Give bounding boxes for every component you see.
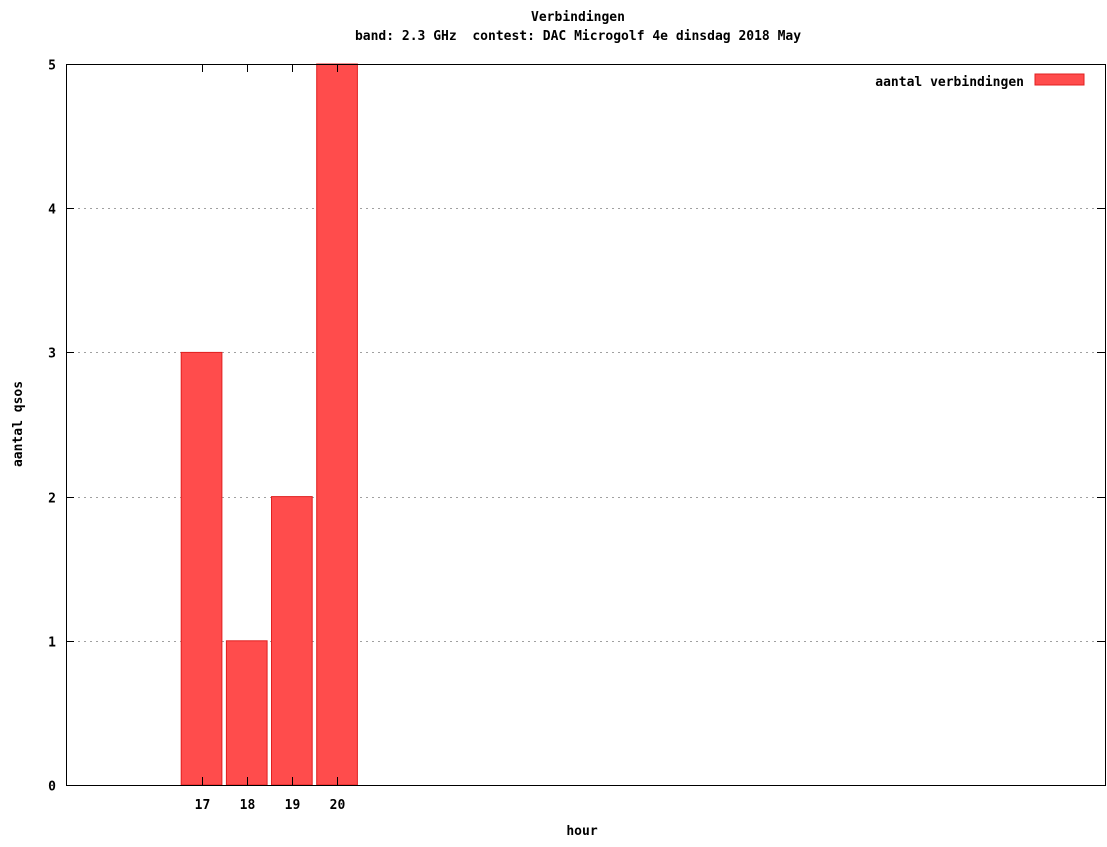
chart-title: Verbindingen <box>531 10 625 25</box>
bar-19 <box>271 496 313 786</box>
x-axis-label: hour <box>566 824 597 839</box>
bar-18 <box>225 640 268 786</box>
y-tick-label: 1 <box>48 636 56 651</box>
y-tick-label: 5 <box>48 59 56 74</box>
x-tick-label: 19 <box>285 798 301 813</box>
x-tick-label: 18 <box>240 798 256 813</box>
bar-20 <box>316 63 358 786</box>
grid-lines <box>66 208 1105 642</box>
chart-subtitle: band: 2.3 GHz contest: DAC Microgolf 4e … <box>355 29 801 44</box>
legend-swatch <box>1034 73 1085 86</box>
y-tick-label: 0 <box>48 780 56 795</box>
y-tick-label: 4 <box>48 203 56 218</box>
bars <box>180 63 358 786</box>
legend-label: aantal verbindingen <box>875 75 1024 90</box>
plot-frame <box>66 64 1106 786</box>
y-tick-label: 3 <box>48 347 56 362</box>
y-tick-label: 2 <box>48 492 56 507</box>
axes: 0 1 2 3 4 5 17 18 19 20 <box>48 59 1106 813</box>
y-axis-label: aantal qsos <box>11 381 26 467</box>
bar-17 <box>180 351 223 786</box>
legend: aantal verbindingen <box>875 73 1085 90</box>
x-tick-label: 20 <box>330 798 346 813</box>
x-tick-label: 17 <box>195 798 211 813</box>
